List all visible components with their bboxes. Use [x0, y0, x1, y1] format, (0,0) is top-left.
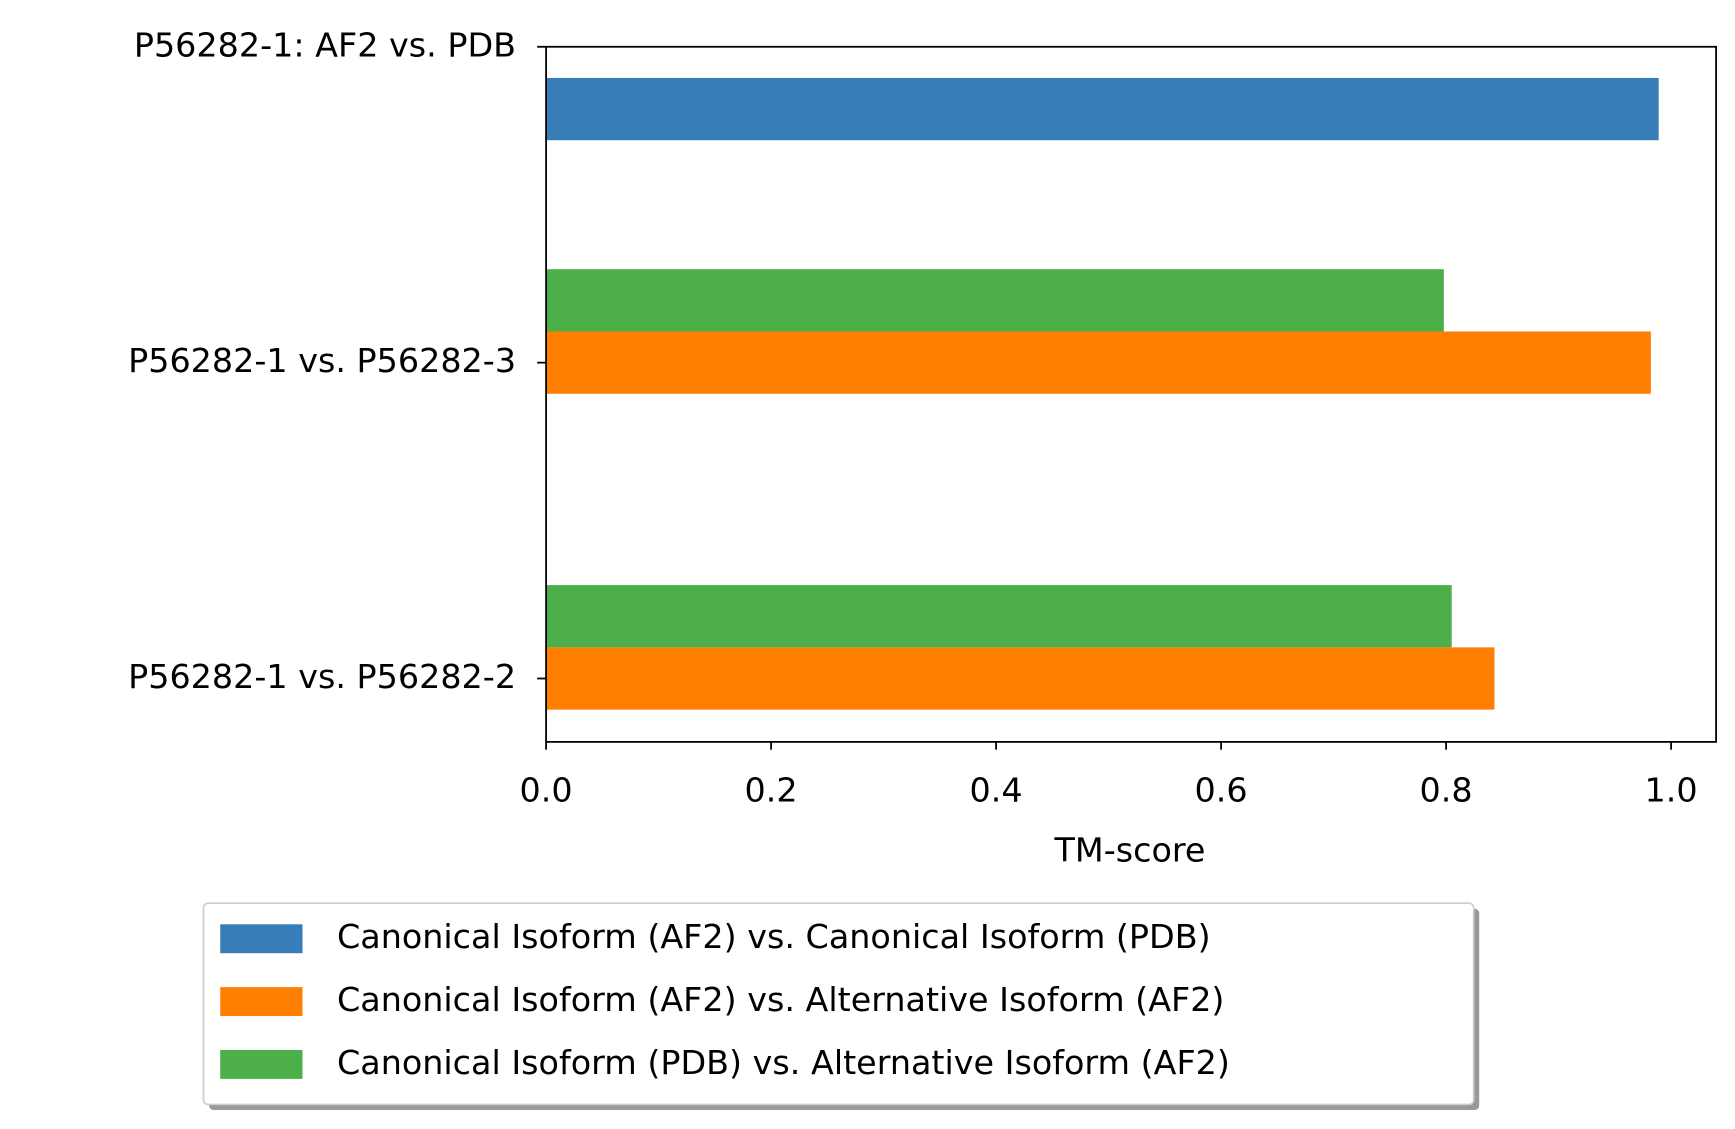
legend: [202, 902, 1475, 1106]
bar: [546, 585, 1452, 648]
legend-swatch: [220, 924, 303, 954]
legend-label: Canonical Isoform (PDB) vs. Alternative …: [337, 1043, 1230, 1082]
x-axis-label: TM-score: [1054, 830, 1206, 869]
y-tick-label: P56282-1: AF2 vs. PDB: [134, 25, 516, 64]
x-tick-label: 0.4: [970, 770, 1023, 809]
x-tick-label: 0.2: [745, 770, 798, 809]
x-tick-label: 1.0: [1645, 770, 1698, 809]
y-tick-label: P56282-1 vs. P56282-2: [128, 657, 516, 696]
x-tick-label: 0.0: [520, 770, 573, 809]
bar: [546, 269, 1444, 332]
x-tick-label: 0.8: [1420, 770, 1473, 809]
y-tick-label: P56282-1 vs. P56282-3: [128, 341, 516, 380]
legend-label: Canonical Isoform (AF2) vs. Canonical Is…: [337, 917, 1211, 956]
x-tick-label: 0.6: [1195, 770, 1248, 809]
bar: [546, 77, 1659, 141]
legend-swatch: [220, 1049, 303, 1079]
bar: [546, 331, 1651, 394]
bar: [546, 647, 1495, 710]
legend-swatch: [220, 987, 303, 1017]
legend-label: Canonical Isoform (AF2) vs. Alternative …: [337, 980, 1224, 1019]
plot-frame: [545, 45, 1717, 743]
